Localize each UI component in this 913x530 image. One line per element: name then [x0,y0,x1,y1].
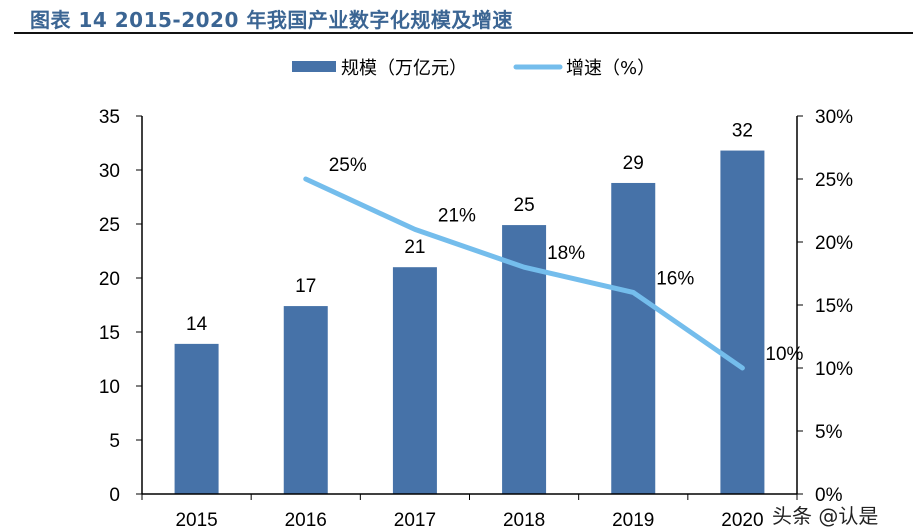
left-tick-label: 10 [99,377,120,398]
right-tick-label: 10% [815,359,853,380]
growth-label-2018: 18% [547,243,585,264]
growth-label-2020: 10% [765,344,803,365]
bar-2016 [283,306,328,494]
x-tick-label: 2019 [612,510,654,530]
legend-line-label: 增速（%） [566,58,655,79]
left-tick-label: 25 [99,215,120,236]
x-tick-label: 2015 [175,510,217,530]
bar-2017 [392,267,437,494]
left-tick-label: 5 [109,431,120,452]
bar-label-2017: 21 [404,237,425,258]
legend-bar-swatch [292,61,336,72]
left-tick-label: 35 [99,107,120,128]
bar-2020 [720,150,765,494]
bar-label-2015: 14 [186,314,208,335]
growth-label-2016: 25% [329,155,367,176]
x-tick-label: 2017 [394,510,436,530]
growth-label-2017: 21% [438,205,476,226]
left-tick-label: 15 [99,323,120,344]
bar-label-2018: 25 [514,195,535,216]
bar-2015 [174,343,219,494]
left-tick-label: 30 [99,161,120,182]
right-tick-label: 30% [815,107,853,128]
watermark: 头条 @认是 [772,504,879,528]
bar-label-2019: 29 [623,153,644,174]
growth-label-2019: 16% [656,268,694,289]
bar-label-2020: 32 [732,121,753,142]
legend-bar-label: 规模（万亿元） [341,58,467,79]
bar-2019 [611,182,656,494]
x-tick-label: 2020 [721,510,763,530]
right-tick-label: 25% [815,170,853,191]
chart-title: 图表 14 2015-2020 年我国产业数字化规模及增速 [30,8,513,32]
right-tick-label: 5% [815,422,843,443]
right-tick-label: 20% [815,233,853,254]
right-tick-label: 15% [815,296,853,317]
right-tick-label: 0% [815,485,843,506]
left-tick-label: 0 [109,485,120,506]
left-tick-label: 20 [99,269,120,290]
bar-label-2016: 17 [295,276,316,297]
x-tick-label: 2016 [285,510,327,530]
title-divider [14,32,913,34]
x-tick-label: 2018 [503,510,545,530]
